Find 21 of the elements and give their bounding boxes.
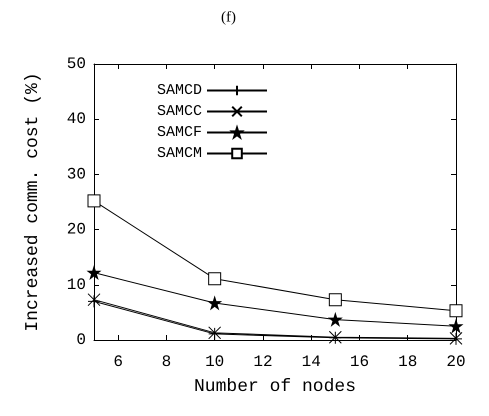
legend-label: SAMCM bbox=[156, 145, 202, 162]
x-tick-label: 18 bbox=[398, 353, 418, 371]
x-tick-label: 12 bbox=[253, 353, 273, 371]
x-tick-label: 14 bbox=[302, 353, 321, 371]
chart-title: (f) bbox=[221, 10, 236, 26]
x-axis-title: Number of nodes bbox=[194, 377, 356, 397]
y-tick-label: 50 bbox=[66, 55, 86, 73]
x-tick-label: 6 bbox=[113, 353, 123, 371]
y-tick-label: 30 bbox=[66, 165, 86, 184]
legend-label: SAMCD bbox=[156, 82, 202, 99]
x-tick-label: 8 bbox=[162, 353, 172, 371]
y-tick-label: 20 bbox=[66, 220, 86, 239]
x-tick-label: 20 bbox=[446, 353, 466, 371]
y-tick-label: 0 bbox=[76, 331, 86, 349]
legend-label: SAMCC bbox=[156, 103, 202, 120]
x-tick-label: 10 bbox=[205, 353, 224, 371]
y-axis-title: Increased comm. cost (%) bbox=[23, 72, 43, 332]
y-tick-label: 40 bbox=[66, 110, 86, 128]
y-tick-label: 10 bbox=[66, 276, 86, 294]
legend-label: SAMCF bbox=[156, 124, 202, 141]
x-tick-label: 16 bbox=[350, 353, 370, 371]
